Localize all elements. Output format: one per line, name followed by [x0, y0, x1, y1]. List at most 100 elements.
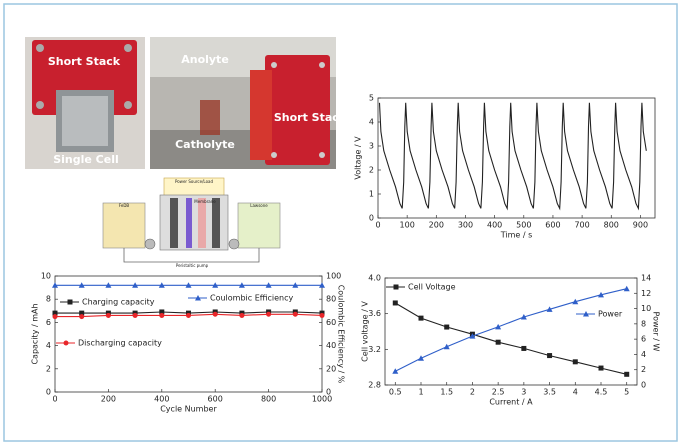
photo-single-cell: Short Stack Single Cell [25, 37, 145, 169]
marker [79, 314, 84, 319]
y2-tick-label: 8 [641, 319, 646, 328]
marker [106, 313, 111, 318]
x-tick-label: 500 [516, 221, 531, 230]
legend-label: Coulombic Efficiency [210, 294, 294, 303]
x-tick-label: 600 [545, 221, 560, 230]
y2-tick-label: 100 [326, 272, 341, 281]
x-axis-label: Current / A [489, 398, 533, 407]
marker [496, 340, 501, 345]
schematic-label: Peristaltic pump [176, 263, 209, 268]
x-tick-label: 3.5 [543, 388, 556, 397]
y-tick-label: 0 [369, 214, 374, 223]
x-tick-label: 700 [574, 221, 589, 230]
y-axis-label: Capacity / mAh [31, 303, 40, 364]
y-tick-label: 0 [46, 388, 51, 397]
photo-label: Single Cell [53, 153, 119, 166]
marker [159, 313, 164, 318]
marker [53, 314, 58, 319]
x-tick-label: 2.5 [492, 388, 505, 397]
x-tick-label: 4.5 [595, 388, 608, 397]
x-tick-label: 400 [487, 221, 502, 230]
x-axis-label: Cycle Number [160, 405, 217, 414]
y-tick-label: 2 [369, 166, 374, 175]
legend-label: Power [598, 310, 623, 319]
y2-axis-label: Coulombic Efficiency / % [337, 285, 346, 384]
x-tick-label: 0.5 [389, 388, 402, 397]
x-tick-label: 300 [458, 221, 473, 230]
y2-tick-label: 4 [641, 350, 646, 359]
photo-label: Short Stack [48, 55, 121, 68]
x-tick-label: 600 [208, 395, 223, 404]
schematic-label: Power Source/Load [175, 179, 214, 184]
x-tick-label: 5 [624, 388, 629, 397]
y2-tick-label: 60 [326, 318, 336, 327]
figure: Short Stack Single Cell Anolyte Catholyt… [0, 0, 681, 445]
y2-tick-label: 0 [326, 388, 331, 397]
x-tick-label: 2 [470, 388, 475, 397]
y2-tick-label: 0 [641, 381, 646, 390]
photo-label: Anolyte [181, 53, 229, 66]
y-tick-label: 6 [46, 318, 51, 327]
marker [419, 316, 424, 321]
marker [599, 366, 604, 371]
schematic-label: Lawsone [250, 203, 268, 208]
y2-tick-label: 14 [641, 274, 651, 283]
schematic-label: Membrane [194, 199, 216, 204]
y-tick-label: 2 [46, 364, 51, 373]
y-tick-label: 10 [41, 272, 51, 281]
marker [293, 312, 298, 317]
legend-label: Discharging capacity [78, 339, 162, 348]
x-tick-label: 400 [154, 395, 169, 404]
x-tick-label: 0 [375, 221, 380, 230]
marker [266, 312, 271, 317]
x-axis-label: Time / s [500, 231, 533, 240]
x-tick-label: 900 [633, 221, 648, 230]
marker [444, 325, 449, 330]
legend-label: Cell Voltage [408, 283, 456, 292]
y-tick-label: 1 [369, 190, 374, 199]
y-tick-label: 2.8 [368, 381, 381, 390]
y2-tick-label: 12 [641, 289, 651, 298]
y-axis-label: Cell voltage / V [361, 301, 370, 362]
x-tick-label: 200 [101, 395, 116, 404]
x-tick-label: 200 [429, 221, 444, 230]
x-tick-label: 3 [521, 388, 526, 397]
marker [213, 312, 218, 317]
y2-tick-label: 80 [326, 295, 336, 304]
photo-label: Short Stack [274, 111, 347, 124]
y-tick-label: 4.0 [368, 274, 381, 283]
y-tick-label: 3.2 [368, 345, 381, 354]
y2-tick-label: 6 [641, 335, 646, 344]
marker [547, 353, 552, 358]
marker [239, 313, 244, 318]
y2-tick-label: 2 [641, 365, 646, 374]
y-tick-label: 3 [369, 142, 374, 151]
marker [133, 313, 138, 318]
marker [521, 346, 526, 351]
y-tick-label: 3.6 [368, 309, 381, 318]
y-tick-label: 4 [46, 341, 51, 350]
photo-label: Catholyte [175, 138, 235, 151]
y-tick-label: 5 [369, 94, 374, 103]
marker [573, 359, 578, 364]
x-tick-label: 1.5 [440, 388, 453, 397]
x-tick-label: 0 [52, 395, 57, 404]
y-tick-label: 4 [369, 118, 374, 127]
y2-tick-label: 10 [641, 304, 651, 313]
legend-label: Charging capacity [82, 298, 155, 307]
marker [394, 285, 399, 290]
y2-axis-label: Power / W [652, 312, 661, 352]
y-axis-label: Voltage / V [354, 136, 363, 180]
x-tick-label: 1 [418, 388, 423, 397]
x-tick-label: 800 [261, 395, 276, 404]
marker [186, 313, 191, 318]
x-tick-label: 4 [573, 388, 578, 397]
y2-tick-label: 20 [326, 364, 336, 373]
marker [393, 300, 398, 305]
schematic-label: FeDB [119, 203, 130, 208]
y-tick-label: 8 [46, 295, 51, 304]
marker [68, 300, 73, 305]
x-tick-label: 100 [400, 221, 415, 230]
marker [64, 341, 69, 346]
marker [624, 372, 629, 377]
